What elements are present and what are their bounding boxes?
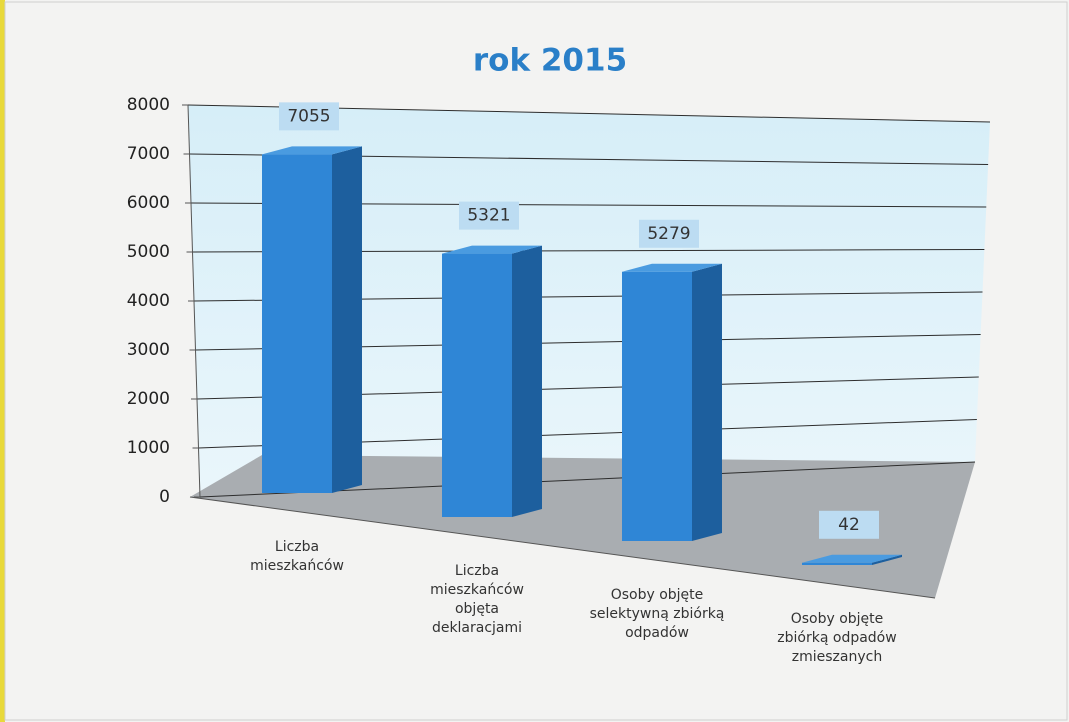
x-tick-label: Liczba <box>275 539 319 555</box>
plot: 0 1000 2000 3000 4000 5000 6000 7000 8000 7055 Lic… <box>127 95 991 665</box>
value-label: 42 <box>838 515 860 535</box>
x-tick-label: zbiórką odpadów <box>777 630 896 646</box>
value-label-box <box>819 510 879 539</box>
y-tick-label: 2000 <box>127 389 170 409</box>
x-tick-label: mieszkańców <box>430 582 524 598</box>
bar-side <box>872 554 902 565</box>
x-tick-label: zmieszanych <box>792 649 882 665</box>
x-axis <box>189 496 936 599</box>
y-tick-label: 6000 <box>127 193 170 213</box>
x-tick-label: odpadów <box>625 625 689 641</box>
y-tick-label: 3000 <box>127 340 170 360</box>
bar-side <box>692 263 722 541</box>
y-axis <box>187 104 201 498</box>
y-tick-label: 4000 <box>127 291 170 311</box>
x-tick-label: Osoby objęte <box>611 587 704 603</box>
y-tick-label: 8000 <box>127 95 170 115</box>
bar-side <box>332 146 362 494</box>
bar <box>442 253 512 517</box>
bar-top <box>802 554 902 563</box>
y-tick-label: 1000 <box>127 438 170 458</box>
bar <box>802 562 872 565</box>
value-label-box <box>639 219 699 248</box>
x-tick-label: mieszkańców <box>250 558 344 574</box>
x-tick-label: Osoby objęte <box>791 611 884 627</box>
floor <box>190 455 975 598</box>
y-tick-label: 5000 <box>127 242 170 262</box>
bar-side <box>512 245 542 517</box>
y-tick-label: 7000 <box>127 144 170 164</box>
value-label-box <box>279 102 339 131</box>
bar-top <box>622 263 722 272</box>
value-label: 7055 <box>287 106 330 126</box>
x-tick-label: selektywną zbiórką <box>590 606 725 622</box>
bar <box>262 154 332 494</box>
back-wall <box>188 105 990 497</box>
bar <box>622 271 692 541</box>
chart-title: rok 2015 <box>473 43 627 79</box>
x-tick-label: objęta <box>455 601 499 617</box>
x-tick-label: deklaracjami <box>432 620 522 636</box>
value-label-box <box>459 201 519 230</box>
value-label: 5321 <box>467 206 510 226</box>
left-border <box>0 0 5 722</box>
frame <box>4 1 1068 721</box>
x-tick-label: Liczba <box>455 563 499 579</box>
y-tick-label: 0 <box>159 487 170 507</box>
value-label: 5279 <box>647 224 690 244</box>
bar-top <box>262 146 362 155</box>
bar-top <box>442 245 542 254</box>
